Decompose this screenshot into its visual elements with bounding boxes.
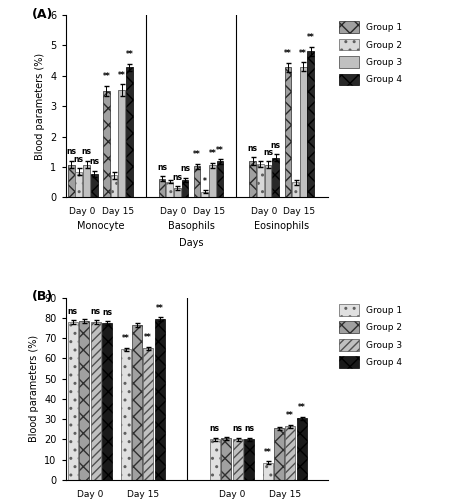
- Bar: [217, 162, 224, 198]
- Bar: [209, 166, 216, 198]
- Text: (B): (B): [31, 290, 53, 304]
- Bar: [132, 325, 142, 480]
- Text: ns: ns: [90, 307, 101, 316]
- Text: Day 0: Day 0: [77, 490, 103, 499]
- Text: **: **: [122, 334, 130, 343]
- Text: **: **: [125, 50, 133, 59]
- Text: Eosinophils: Eosinophils: [254, 221, 309, 231]
- Text: Day 15: Day 15: [126, 490, 159, 499]
- Text: ns: ns: [180, 164, 190, 173]
- Bar: [307, 52, 314, 198]
- Text: Basophils: Basophils: [168, 221, 214, 231]
- Bar: [103, 91, 110, 198]
- Text: ns: ns: [157, 162, 167, 172]
- Text: **: **: [193, 150, 201, 160]
- Y-axis label: Blood parameters (%): Blood parameters (%): [35, 52, 44, 160]
- Bar: [126, 68, 133, 198]
- Legend: Group 1, Group 2, Group 3, Group 4: Group 1, Group 2, Group 3, Group 4: [337, 20, 404, 87]
- Text: ns: ns: [233, 424, 242, 434]
- Text: **: **: [307, 34, 315, 42]
- Text: ns: ns: [263, 148, 273, 157]
- Text: ns: ns: [89, 157, 99, 166]
- Bar: [154, 319, 165, 480]
- Text: **: **: [300, 48, 307, 58]
- Bar: [221, 438, 231, 480]
- Text: Day 15: Day 15: [269, 490, 300, 499]
- Text: *: *: [203, 177, 207, 186]
- Text: ns: ns: [68, 307, 78, 316]
- Bar: [244, 440, 254, 480]
- Text: Monocyte: Monocyte: [76, 221, 124, 231]
- Bar: [68, 322, 78, 480]
- Bar: [257, 164, 264, 198]
- Bar: [91, 174, 97, 198]
- Text: Day 15: Day 15: [283, 208, 315, 216]
- Text: ns: ns: [81, 148, 92, 156]
- Bar: [182, 180, 188, 198]
- Bar: [143, 348, 153, 480]
- Text: Day 0: Day 0: [69, 208, 96, 216]
- Text: ns: ns: [172, 173, 182, 182]
- Text: Day 0: Day 0: [160, 208, 187, 216]
- Bar: [75, 172, 82, 198]
- Bar: [263, 463, 272, 480]
- Text: ns: ns: [210, 424, 220, 434]
- Bar: [102, 323, 112, 480]
- Text: **: **: [209, 150, 216, 158]
- Bar: [285, 426, 295, 480]
- Text: **: **: [284, 49, 292, 58]
- Text: ns: ns: [271, 140, 281, 149]
- Bar: [210, 440, 220, 480]
- Text: Day 15: Day 15: [102, 208, 134, 216]
- Bar: [110, 176, 117, 198]
- Text: ns: ns: [244, 424, 254, 434]
- Text: (A): (A): [31, 8, 53, 20]
- Bar: [265, 164, 271, 198]
- Text: **: **: [263, 448, 271, 456]
- Bar: [159, 178, 165, 198]
- Bar: [166, 182, 173, 198]
- Bar: [300, 66, 307, 198]
- Text: ns: ns: [102, 308, 112, 317]
- Bar: [121, 350, 131, 480]
- Bar: [297, 418, 307, 480]
- Bar: [194, 166, 200, 198]
- Text: Day 15: Day 15: [192, 208, 225, 216]
- Text: **: **: [156, 304, 163, 312]
- Bar: [118, 90, 125, 198]
- Text: Days: Days: [179, 238, 203, 248]
- Bar: [90, 322, 101, 480]
- Bar: [272, 158, 279, 198]
- Bar: [274, 428, 284, 480]
- Bar: [68, 164, 74, 198]
- Text: ns: ns: [66, 147, 76, 156]
- Bar: [233, 440, 242, 480]
- Bar: [285, 68, 291, 198]
- Bar: [79, 321, 89, 480]
- Text: ns: ns: [74, 155, 84, 164]
- Text: **: **: [102, 72, 110, 81]
- Bar: [201, 192, 208, 198]
- Text: **: **: [216, 146, 224, 154]
- Text: Day 0: Day 0: [251, 208, 278, 216]
- Y-axis label: Blood parameters (%): Blood parameters (%): [29, 336, 38, 442]
- Text: Day 0: Day 0: [219, 490, 245, 499]
- Bar: [292, 182, 299, 198]
- Text: **: **: [298, 403, 306, 412]
- Bar: [174, 188, 181, 198]
- Text: **: **: [286, 411, 294, 420]
- Bar: [249, 161, 256, 198]
- Text: **: **: [144, 333, 152, 342]
- Legend: Group 1, Group 2, Group 3, Group 4: Group 1, Group 2, Group 3, Group 4: [337, 302, 404, 370]
- Text: **: **: [118, 70, 125, 80]
- Bar: [83, 164, 90, 198]
- Text: ns: ns: [248, 144, 258, 152]
